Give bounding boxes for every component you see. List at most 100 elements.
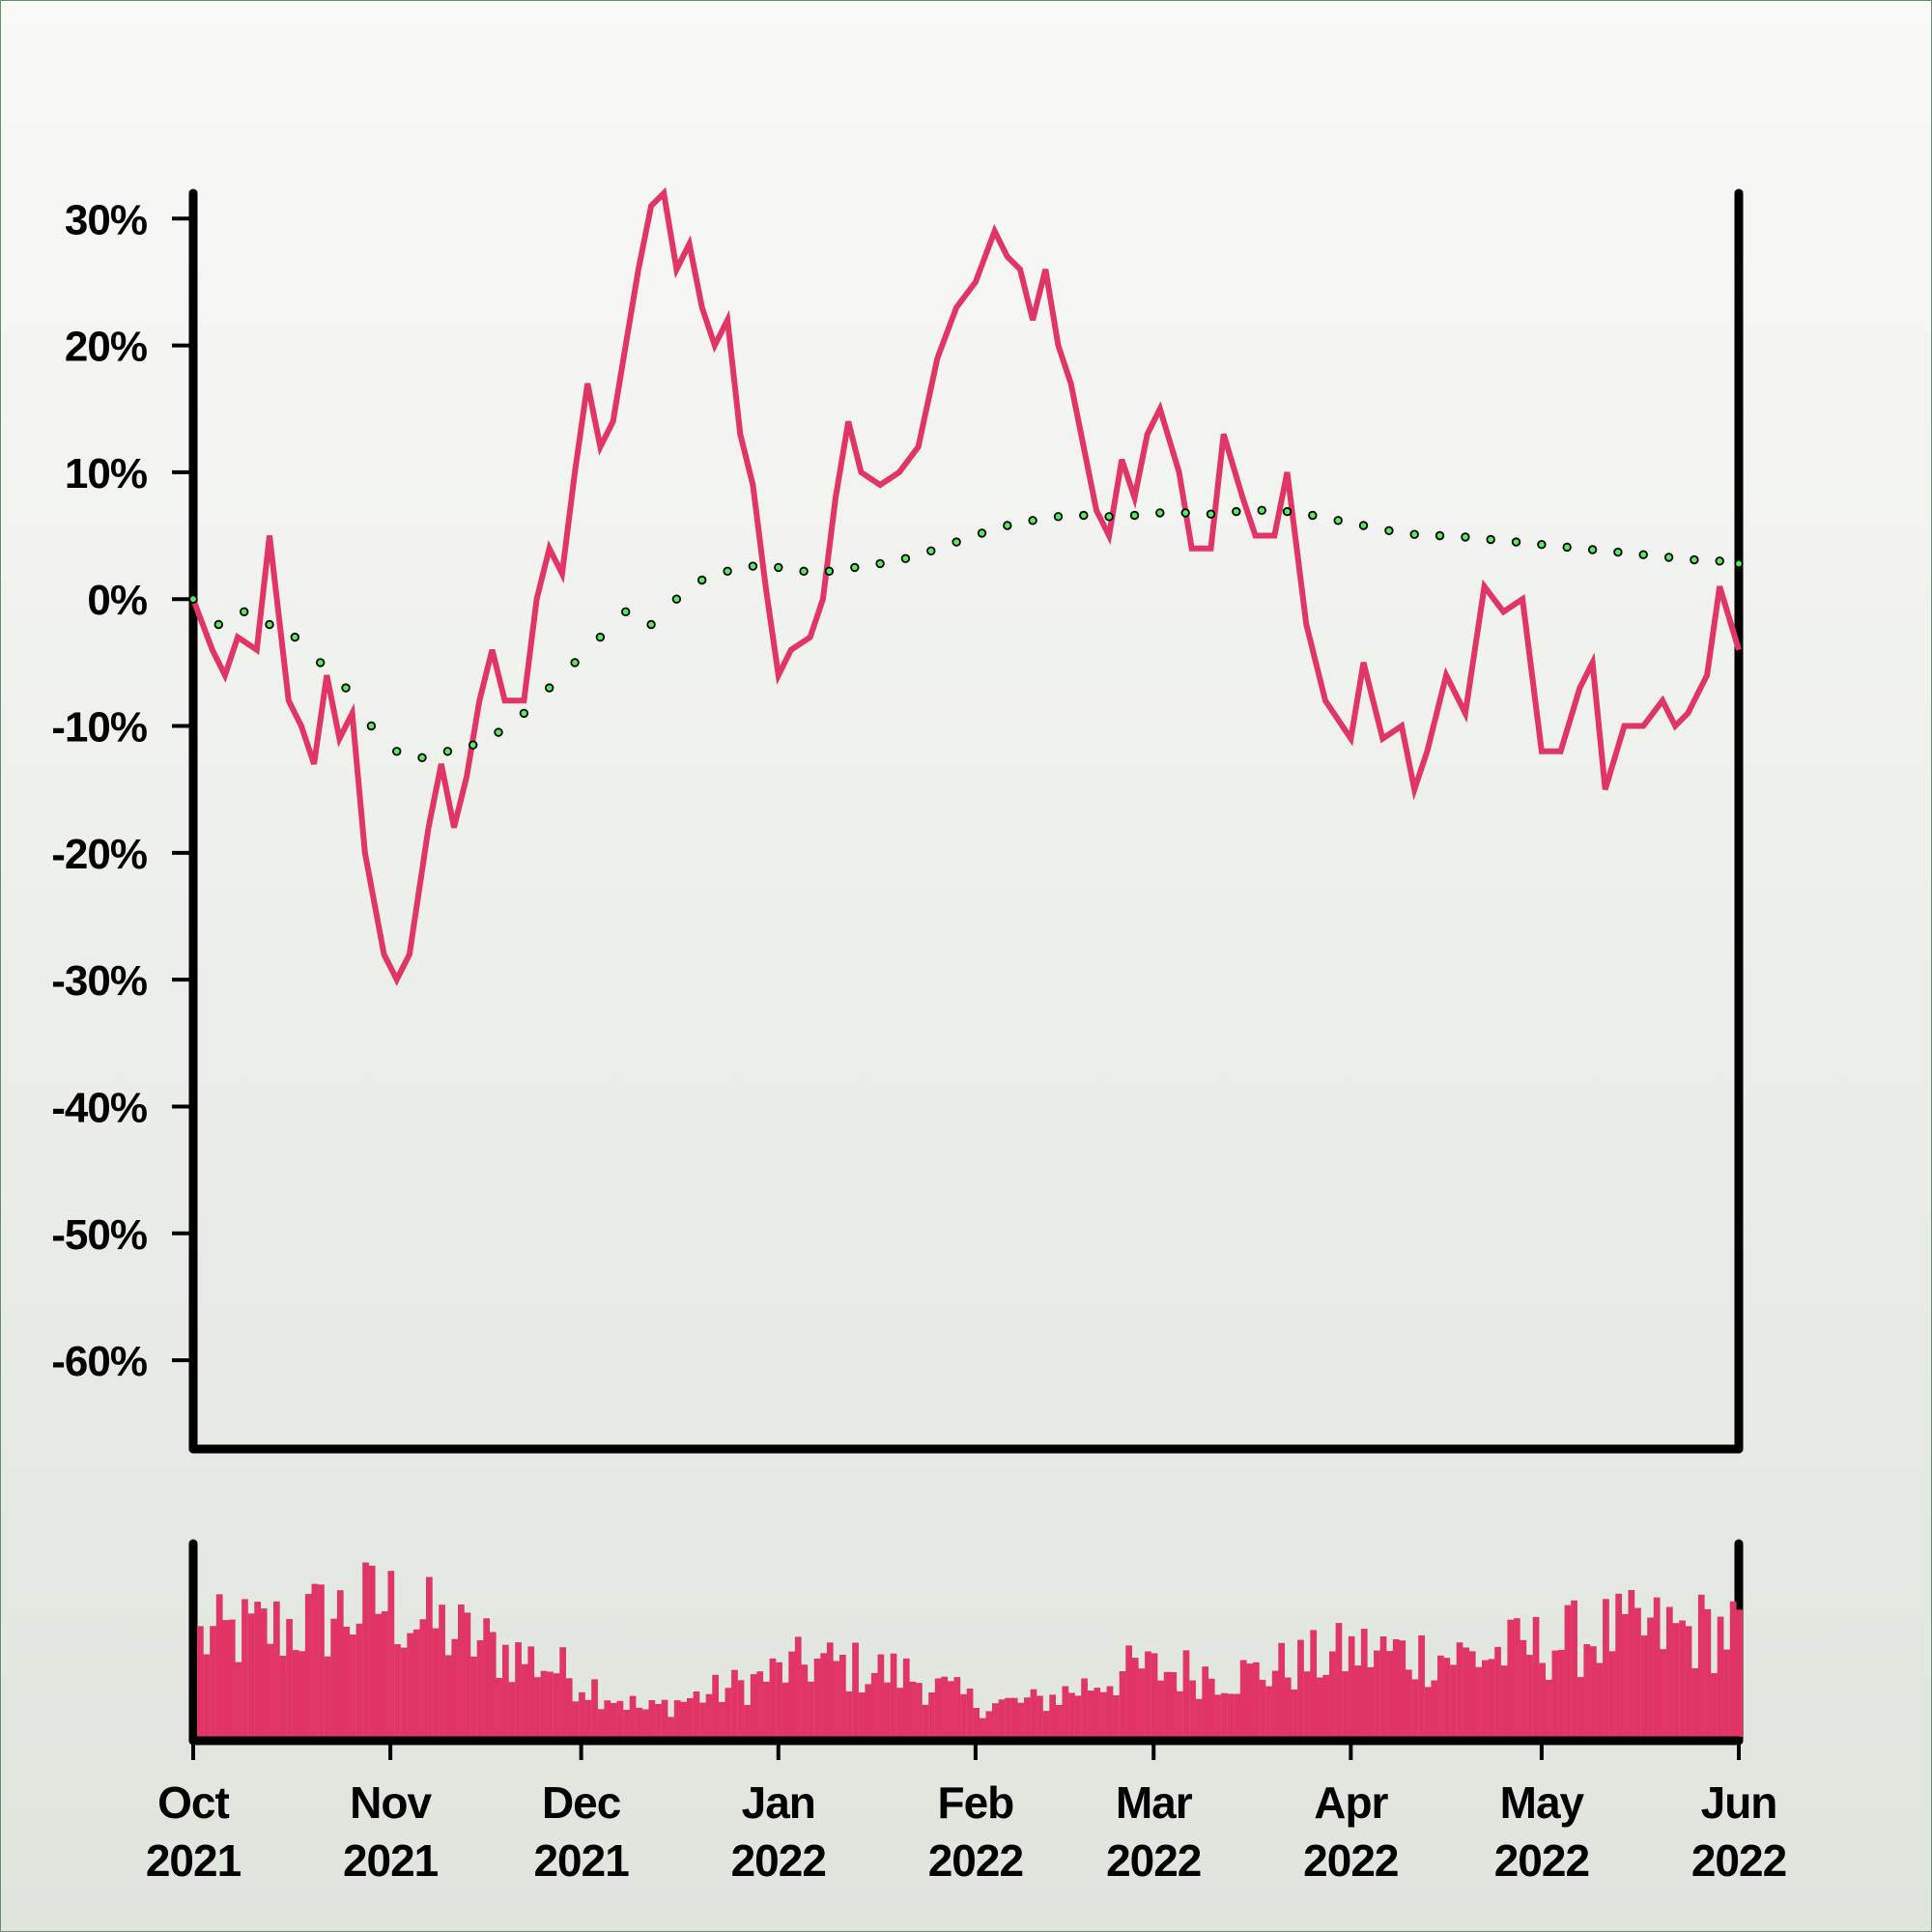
x-tick-label-month: Nov	[350, 1777, 432, 1828]
moving-average-point	[1486, 534, 1495, 545]
volume-bar	[1329, 1651, 1336, 1737]
moving-average-point	[1282, 506, 1293, 517]
x-tick-label-year: 2022	[1494, 1835, 1589, 1886]
volume-bar	[1468, 1651, 1476, 1737]
moving-average-point	[239, 607, 249, 616]
volume-bar	[1424, 1687, 1432, 1737]
moving-average-point	[1053, 512, 1064, 522]
volume-bar	[1723, 1649, 1730, 1737]
volume-bar	[1514, 1618, 1520, 1737]
volume-bar	[527, 1646, 535, 1737]
volume-bar	[444, 1655, 452, 1737]
volume-bar	[1239, 1660, 1247, 1737]
volume-bar	[1081, 1678, 1088, 1737]
volume-bar	[432, 1628, 440, 1737]
moving-average-point	[188, 594, 198, 604]
volume-bar	[1704, 1608, 1712, 1737]
volume-bar	[839, 1655, 846, 1737]
volume-bar	[616, 1700, 624, 1737]
volume-bar	[641, 1709, 649, 1737]
volume-bar	[1157, 1680, 1164, 1737]
moving-average-point	[341, 683, 351, 693]
volume-bar	[1151, 1653, 1158, 1737]
volume-bar	[1335, 1623, 1343, 1737]
volume-bar	[1406, 1669, 1412, 1737]
volume-bar	[1106, 1686, 1114, 1737]
moving-average-point	[519, 708, 529, 719]
volume-bar	[483, 1618, 491, 1737]
volume-bar	[1736, 1609, 1744, 1737]
volume-bar	[407, 1633, 414, 1737]
volume-bar	[680, 1701, 688, 1737]
volume-bar	[1227, 1693, 1235, 1737]
volume-bar	[1672, 1623, 1680, 1737]
volume-bar	[902, 1658, 910, 1737]
volume-bar	[451, 1638, 459, 1737]
volume-bar	[934, 1678, 942, 1737]
moving-average-point	[1333, 516, 1343, 526]
moving-average-point	[494, 727, 503, 737]
moving-average-point	[366, 721, 377, 731]
moving-average-point	[1232, 506, 1241, 517]
volume-bar	[1475, 1666, 1483, 1737]
volume-bar	[330, 1618, 338, 1737]
volume-bar	[515, 1642, 522, 1737]
volume-bar	[1640, 1635, 1648, 1737]
volume-bar	[909, 1681, 917, 1737]
volume-bar	[355, 1623, 363, 1737]
moving-average-point	[1638, 550, 1648, 559]
volume-bar	[1685, 1626, 1692, 1737]
volume-bar	[1189, 1680, 1196, 1737]
volume-bar	[247, 1613, 255, 1737]
moving-average-point	[671, 594, 682, 604]
moving-average-point	[1461, 532, 1470, 542]
volume-bar	[426, 1577, 433, 1737]
volume-bar	[1634, 1607, 1641, 1737]
volume-bar	[1697, 1594, 1705, 1737]
volume-bar	[1596, 1662, 1604, 1737]
volume-bar	[336, 1590, 344, 1737]
volume-bar	[1551, 1650, 1559, 1737]
volume-bar	[273, 1601, 280, 1737]
volume-bar	[744, 1705, 752, 1737]
volume-bar	[1711, 1673, 1718, 1737]
price-panel: 30% 20% 10% 0% -10% -20% -30% -40% -50% -60%	[51, 186, 1744, 1454]
volume-bar	[604, 1700, 611, 1737]
volume-bar	[375, 1613, 383, 1737]
moving-average-point	[1715, 556, 1724, 566]
volume-bar	[1017, 1702, 1025, 1737]
moving-average-point	[1613, 547, 1623, 557]
volume-bar	[1322, 1674, 1330, 1737]
moving-average-point	[926, 546, 936, 555]
volume-bar	[826, 1642, 834, 1737]
moving-average-point	[1079, 510, 1089, 521]
volume-bar	[1488, 1659, 1495, 1737]
volume-bar	[1399, 1640, 1406, 1737]
volume-bar	[235, 1662, 242, 1737]
y-tick-label: -30%	[51, 957, 147, 1005]
volume-bar	[737, 1680, 745, 1737]
volume-bar	[870, 1672, 878, 1737]
moving-average-point	[1734, 558, 1744, 569]
volume-bar	[1265, 1686, 1272, 1737]
volume-bar	[286, 1619, 293, 1737]
volume-bar	[1271, 1670, 1279, 1737]
volume-bar	[496, 1678, 503, 1737]
volume-bar	[1182, 1650, 1190, 1737]
moving-average-point	[875, 558, 885, 569]
volume-bar	[1583, 1644, 1591, 1737]
volume-bar	[559, 1647, 567, 1737]
moving-average-point	[595, 632, 606, 642]
y-tick-label: 10%	[65, 450, 147, 497]
volume-bar	[794, 1636, 802, 1737]
volume-bar	[769, 1658, 777, 1737]
volume-bar	[1145, 1651, 1151, 1737]
volume-bar	[673, 1700, 681, 1737]
volume-bar	[1170, 1672, 1178, 1737]
volume-bar	[203, 1654, 211, 1737]
moving-average-point	[900, 554, 911, 563]
moving-average-point	[1028, 516, 1037, 526]
x-tick-label-year: 2021	[146, 1835, 242, 1886]
volume-bar	[655, 1704, 662, 1737]
volume-bar	[776, 1662, 782, 1737]
